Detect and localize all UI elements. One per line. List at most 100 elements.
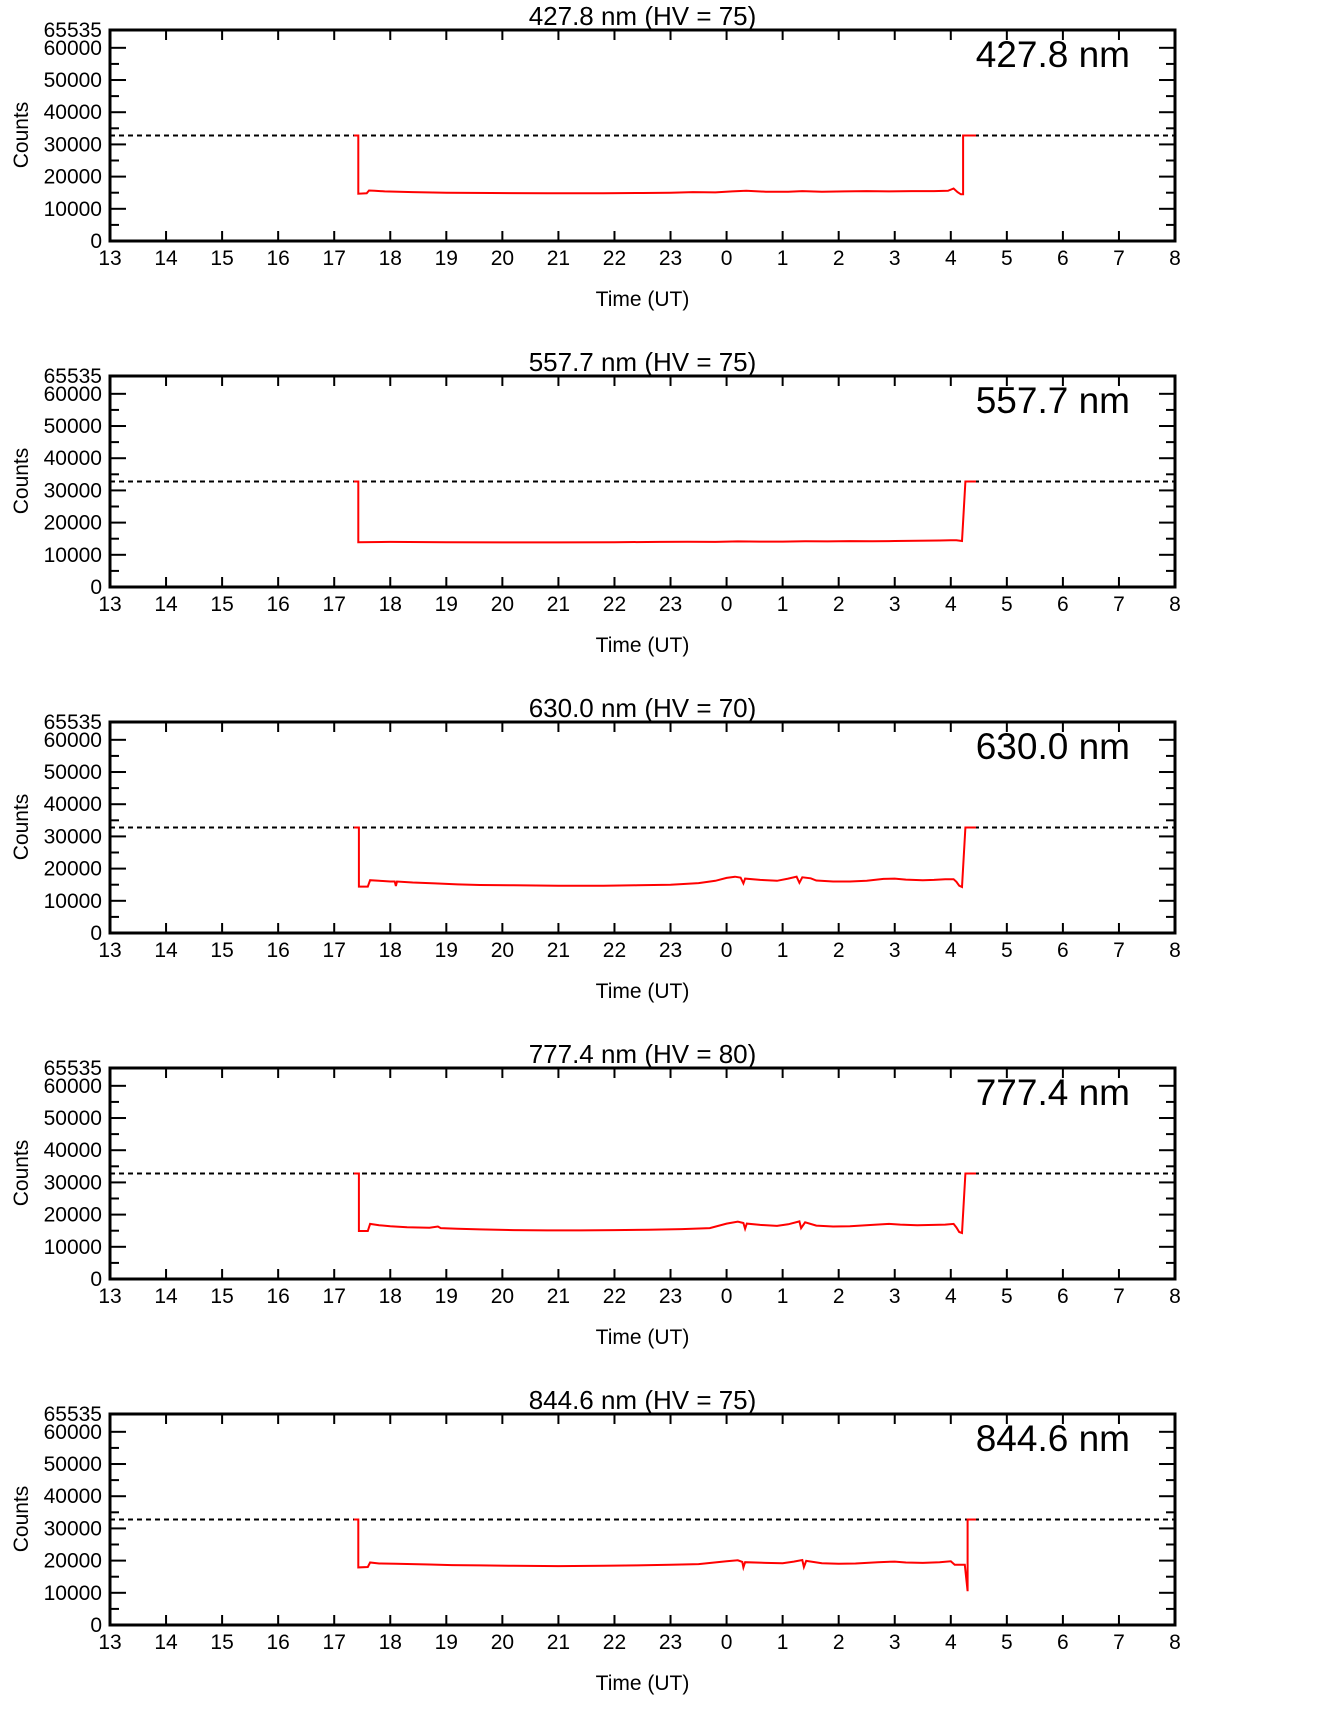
x-tick-label: 2 [833,1631,845,1654]
y-axis-title: Counts [10,447,33,515]
x-tick-label: 1 [777,939,789,962]
x-tick-label: 5 [1001,939,1013,962]
chart-panel-630-0nm: 13 14 15 16 17 18 19 20 21 22 23 0 1 2 3 4 5 6 7 8 0 10000 200… [0,692,1336,1038]
plot-area-557-7nm: 13 14 15 16 17 18 19 20 21 22 23 0 1 2 3 4 5 6 7 8010000200… [44,365,1181,616]
y-tick-label: 30000 [44,1171,102,1194]
counts-trace [353,1172,976,1235]
y-tick-label: 40000 [44,1485,102,1508]
x-tick-label: 15 [210,939,233,962]
x-tick-label: 2 [833,247,845,270]
y-tick-label: 20000 [44,1550,102,1573]
x-tick-label: 15 [210,593,233,616]
x-tick-label: 13 [98,1631,121,1654]
x-tick-label: 17 [323,593,346,616]
x-tick-label: 7 [1113,593,1125,616]
chart-title: 777.4 nm (HV = 80) [528,1039,757,1069]
x-tick-label: 23 [659,1631,682,1654]
x-tick-label: 18 [379,939,402,962]
x-tick-label: 22 [603,939,626,962]
chart-title: 427.8 nm (HV = 75) [528,1,757,31]
x-tick-label: 14 [154,593,178,616]
x-tick-label: 5 [1001,1631,1013,1654]
x-tick-label: 3 [889,1631,901,1654]
x-tick-label: 21 [547,1631,570,1654]
y-tick-label: 30000 [44,479,102,502]
chart-title: 630.0 nm (HV = 70) [528,693,757,723]
x-tick-label: 20 [491,939,514,962]
y-tick-label: 40000 [44,101,102,124]
x-tick-label: 2 [833,593,845,616]
plot-area-427-8nm: 13 14 15 16 17 18 19 20 21 22 23 0 1 2 3 4 5 6 7 8010000200… [44,19,1181,270]
x-tick-label: 1 [777,593,789,616]
y-tick-label: 10000 [44,544,102,567]
x-tick-label: 4 [945,939,957,962]
x-tick-label: 16 [266,1631,289,1654]
y-tick-label: 20000 [44,166,102,189]
x-axis-title: Time (UT) [595,980,690,1003]
x-tick-label: 7 [1113,1631,1125,1654]
x-tick-label: 8 [1169,247,1181,270]
x-tick-label: 18 [379,593,402,616]
x-tick-label: 3 [889,593,901,616]
y-tick-label: 65535 [44,19,102,42]
y-tick-label: 10000 [44,1236,102,1259]
wavelength-inset-label: 427.8 nm [975,34,1130,75]
y-tick-label: 65535 [44,1403,102,1426]
x-tick-label: 1 [777,247,789,270]
x-tick-label: 17 [323,939,346,962]
y-tick-label: 60000 [44,729,102,752]
x-tick-label: 17 [323,1285,346,1308]
x-tick-label: 14 [154,247,178,270]
y-tick-label: 0 [90,922,102,945]
y-tick-label: 65535 [44,1057,102,1080]
y-tick-label: 65535 [44,365,102,388]
y-tick-label: 50000 [44,69,102,92]
y-tick-label: 60000 [44,1075,102,1098]
x-tick-label: 0 [721,593,733,616]
x-tick-label: 8 [1169,593,1181,616]
y-tick-label: 20000 [44,1204,102,1227]
x-tick-label: 8 [1169,939,1181,962]
chart-title: 557.7 nm (HV = 75) [528,347,757,377]
x-tick-label: 0 [721,1285,733,1308]
x-tick-label: 21 [547,593,570,616]
y-tick-label: 60000 [44,383,102,406]
wavelength-inset-label: 630.0 nm [975,726,1130,767]
x-tick-label: 20 [491,1631,514,1654]
plot-area-630-0nm: 13 14 15 16 17 18 19 20 21 22 23 0 1 2 3 4 5 6 7 8010000200… [44,711,1181,962]
wavelength-inset-label: 777.4 nm [975,1072,1130,1113]
x-tick-label: 13 [98,939,121,962]
x-tick-label: 20 [491,1285,514,1308]
y-axis-title: Counts [10,1139,33,1207]
y-tick-label: 20000 [44,512,102,535]
x-tick-label: 23 [659,247,682,270]
y-tick-label: 65535 [44,711,102,734]
x-tick-label: 13 [98,593,121,616]
x-tick-label: 1 [777,1631,789,1654]
x-tick-label: 19 [435,1631,458,1654]
x-tick-label: 17 [323,1631,346,1654]
x-tick-label: 21 [547,247,570,270]
y-tick-label: 60000 [44,37,102,60]
y-tick-label: 30000 [44,1517,102,1540]
x-tick-label: 1 [777,1285,789,1308]
chart-panel-777-4nm: 13 14 15 16 17 18 19 20 21 22 23 0 1 2 3 4 5 6 7 8 0 10000 200… [0,1038,1336,1384]
y-tick-label: 50000 [44,1107,102,1130]
x-tick-label: 19 [435,939,458,962]
x-tick-label: 15 [210,1631,233,1654]
x-tick-label: 6 [1057,247,1069,270]
x-tick-label: 6 [1057,1631,1069,1654]
x-tick-label: 4 [945,247,957,270]
x-tick-label: 18 [379,247,402,270]
y-axis-title: Counts [10,101,33,169]
x-tick-label: 21 [547,1285,570,1308]
x-tick-label: 14 [154,1285,178,1308]
x-tick-label: 17 [323,247,346,270]
x-tick-label: 0 [721,247,733,270]
x-tick-label: 22 [603,1285,626,1308]
y-tick-label: 30000 [44,825,102,848]
x-tick-label: 5 [1001,247,1013,270]
y-axis-title: Counts [10,1485,33,1553]
x-tick-label: 4 [945,593,957,616]
y-tick-label: 0 [90,1268,102,1291]
